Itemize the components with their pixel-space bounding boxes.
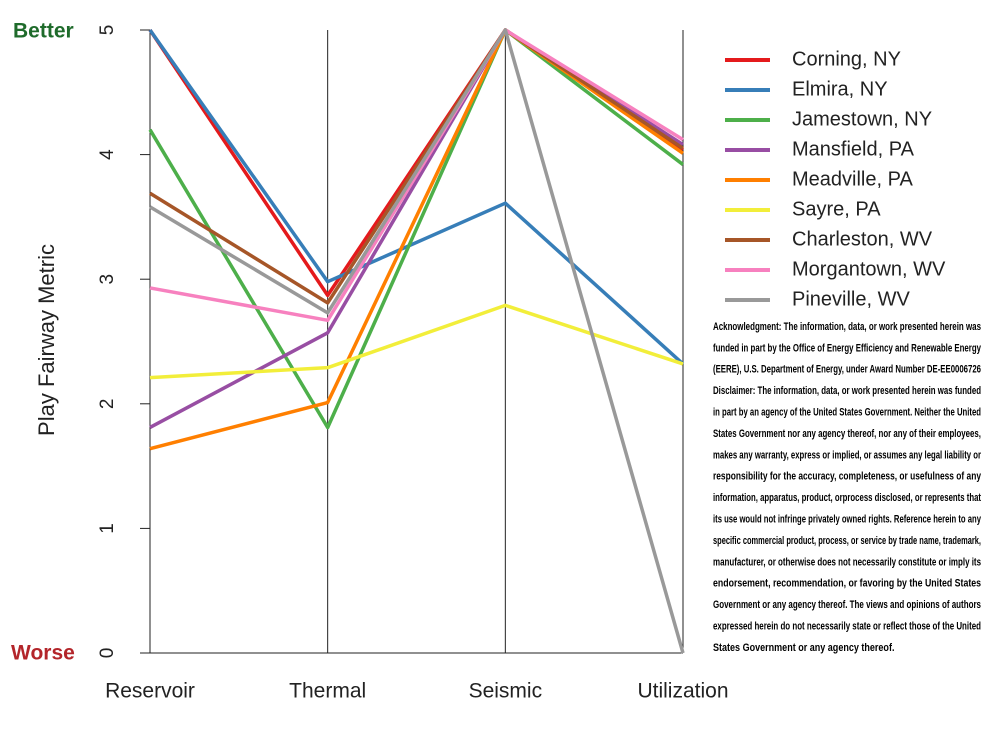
y-axis-title: Play Fairway Metric [34, 244, 59, 436]
legend-label: Corning, NY [792, 48, 901, 70]
y-tick-label: 2 [97, 399, 118, 410]
y-tick-label: 4 [97, 149, 118, 160]
acknowledgment-line: Disclaimer: The information, data, or wo… [713, 385, 981, 397]
acknowledgment-line: States Government nor any agency thereof… [713, 428, 981, 440]
y-tick-label: 3 [97, 274, 118, 285]
x-tick-label: Utilization [637, 680, 728, 703]
acknowledgment-line: expressed herein do not necessarily stat… [713, 621, 981, 633]
legend-label: Pineville, WV [792, 288, 910, 310]
acknowledgment-line: its use would not infringe privately own… [713, 514, 982, 526]
legend-label: Elmira, NY [792, 78, 888, 100]
acknowledgment-line: (EERE), U.S. Department of Energy, under… [713, 364, 981, 376]
y-tick-label: 5 [97, 25, 118, 36]
series-line [148, 28, 685, 430]
legend-label: Jamestown, NY [792, 108, 932, 130]
acknowledgment-line: endorsement, recommendation, or favoring… [713, 578, 981, 590]
series-line [149, 303, 684, 380]
series-line [149, 28, 684, 323]
acknowledgment-line: information, apparatus, product, orproce… [713, 492, 981, 504]
y-tick-label: 0 [97, 648, 118, 659]
legend-label: Meadville, PA [792, 168, 913, 190]
acknowledgment-line: States Government or any agency thereof. [713, 642, 894, 654]
better-annotation: Better [13, 20, 74, 43]
acknowledgment-line: Acknowledgment: The information, data, o… [713, 321, 981, 333]
series-line [149, 28, 684, 451]
worse-annotation: Worse [11, 642, 75, 665]
x-tick-label: Reservoir [105, 680, 195, 703]
series-line [149, 28, 684, 305]
legend-label: Sayre, PA [792, 198, 881, 220]
acknowledgment-line: makes any warranty, express or implied, … [713, 449, 982, 461]
legend-label: Charleston, WV [792, 228, 933, 250]
acknowledgment-line: manufacturer, or otherwise does not nece… [713, 556, 981, 568]
acknowledgment-line: Government or any agency thereof. The vi… [713, 599, 981, 611]
x-tick-label: Seismic [469, 680, 543, 703]
acknowledgment-line: specific commercial product, process, or… [713, 535, 981, 547]
acknowledgment-line: funded in part by the Office of Energy E… [713, 342, 982, 354]
y-tick-label: 1 [97, 523, 118, 534]
acknowledgment-line: responsibility for the accuracy, complet… [713, 471, 982, 483]
series-line [149, 28, 685, 654]
x-tick-label: Thermal [289, 680, 366, 703]
acknowledgment-line: in part by an agency of the United State… [713, 407, 981, 419]
legend-label: Mansfield, PA [792, 138, 915, 160]
series-line [148, 28, 685, 366]
legend-label: Morgantown, WV [792, 258, 946, 280]
